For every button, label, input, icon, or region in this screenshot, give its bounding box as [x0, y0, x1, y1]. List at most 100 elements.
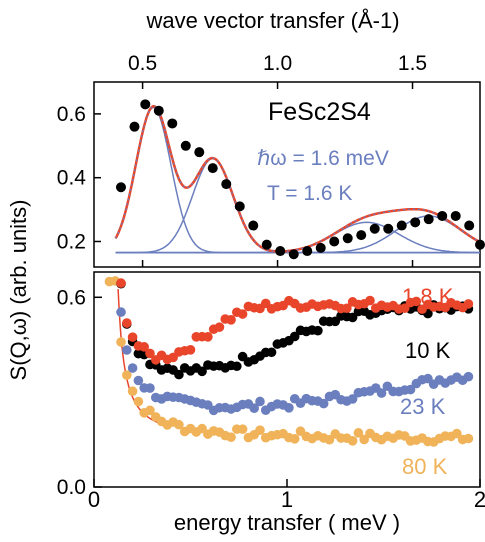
- data-point: [302, 246, 313, 257]
- series-point-10K: [289, 331, 300, 342]
- data-point: [329, 236, 340, 247]
- data-point: [437, 210, 448, 221]
- data-point: [194, 147, 205, 158]
- top-ytick-label: 0.2: [57, 230, 86, 253]
- series-point-80K: [452, 428, 462, 439]
- data-point: [396, 220, 407, 231]
- series-point-10K: [313, 325, 323, 336]
- yaxis-title: S(Q,ω) (arb. units): [6, 200, 31, 381]
- data-point: [288, 249, 299, 260]
- data-point: [153, 105, 164, 116]
- data-point: [261, 239, 272, 250]
- top-panel-frame: [93, 81, 481, 268]
- series-point-10K: [266, 347, 277, 358]
- series-point-80K: [122, 370, 132, 380]
- series-point-18K: [214, 322, 225, 332]
- fit-component-curve: [115, 221, 480, 254]
- bottom-xtick-label: 2: [474, 487, 485, 512]
- series-point-80K: [127, 386, 138, 397]
- temperature-annotation: T = 1.6 K: [267, 182, 352, 205]
- data-point: [167, 118, 178, 129]
- energy-annotation: ℏω = 1.6 meV: [257, 147, 389, 170]
- bottom-xaxis-title: energy transfer ( meV ): [174, 510, 400, 535]
- series-point-80K: [174, 419, 184, 430]
- top-xtick-label: 0.5: [128, 52, 157, 75]
- series-label-10K: 10 K: [405, 338, 451, 363]
- series-point-80K: [255, 425, 265, 435]
- fit-component-curve: [114, 106, 480, 254]
- top-xaxis-title: wave vector transfer (Å-1): [145, 8, 399, 33]
- bottom-plot-area: 0 1 2 0.0 0.6: [57, 276, 485, 512]
- data-point: [423, 214, 434, 225]
- data-point: [115, 182, 126, 193]
- bottom-ytick-label: 0.0: [57, 476, 86, 499]
- series-point-80K: [226, 432, 236, 442]
- data-point: [475, 239, 485, 250]
- series-point-80K: [116, 337, 126, 347]
- series-point-10K: [174, 369, 184, 380]
- top-plot-area: 0.5 1.0 1.5 0.2 0.4 0.6: [57, 52, 485, 267]
- series-point-80K: [237, 424, 248, 434]
- top-xtick-label: 1.0: [263, 52, 292, 75]
- top-ytick-label: 0.6: [57, 103, 86, 126]
- series-point-23K: [255, 396, 265, 407]
- series-point-80K: [289, 434, 300, 444]
- data-point: [275, 246, 286, 257]
- top-xtick-label: 1.5: [398, 52, 427, 75]
- fit-component-curve: [115, 157, 480, 254]
- series-point-23K: [249, 403, 259, 414]
- series-point-80K: [463, 433, 474, 444]
- series-point-23K: [318, 398, 329, 409]
- series-point-18K: [365, 295, 375, 306]
- series-point-18K: [116, 278, 126, 288]
- series-point-18K: [185, 345, 196, 355]
- data-point: [140, 99, 151, 110]
- data-point: [450, 210, 461, 221]
- series-point-23K: [463, 371, 474, 382]
- series-point-23K: [133, 375, 144, 386]
- data-point: [221, 179, 232, 190]
- series-point-18K: [127, 332, 138, 342]
- data-point: [234, 201, 245, 212]
- data-point: [410, 217, 421, 228]
- series-point-18K: [342, 303, 352, 314]
- series-point-80K: [359, 434, 370, 445]
- data-point: [248, 220, 259, 231]
- series-point-18K: [411, 296, 422, 307]
- series-point-23K: [145, 383, 155, 393]
- data-point: [383, 223, 394, 234]
- series-point-23K: [376, 388, 387, 398]
- series-point-80K: [347, 436, 358, 446]
- fit-total-overlay: [115, 105, 481, 252]
- series-point-18K: [203, 332, 213, 342]
- bottom-xtick-label: 0: [88, 487, 100, 512]
- series-point-10K: [347, 312, 358, 323]
- compound-label: FeSc2S4: [268, 98, 371, 126]
- bottom-xtick-label: 1: [281, 487, 293, 512]
- series-point-23K: [127, 363, 138, 373]
- series-point-18K: [145, 348, 155, 359]
- series-point-18K: [139, 342, 149, 352]
- series-point-18K: [122, 318, 132, 328]
- data-point: [342, 233, 353, 244]
- series-point-23K: [347, 394, 358, 404]
- series-point-23K: [284, 403, 294, 413]
- series-point-18K: [237, 309, 248, 319]
- top-ytick-label: 0.4: [57, 167, 87, 190]
- data-point: [369, 223, 380, 234]
- data-point: [356, 230, 367, 241]
- series-point-80K: [145, 405, 155, 416]
- series-point-10K: [232, 361, 242, 372]
- series-point-23K: [116, 307, 126, 317]
- data-point: [207, 163, 218, 174]
- bottom-ytick-label: 0.6: [57, 286, 86, 309]
- series-label-23K: 23 K: [400, 394, 446, 419]
- data-point: [180, 140, 191, 151]
- data-point: [315, 242, 326, 253]
- series-point-23K: [405, 384, 416, 395]
- series-point-18K: [463, 299, 474, 309]
- series-point-23K: [122, 345, 132, 355]
- series-label-80K: 80 K: [402, 454, 448, 479]
- series-point-10K: [197, 366, 207, 377]
